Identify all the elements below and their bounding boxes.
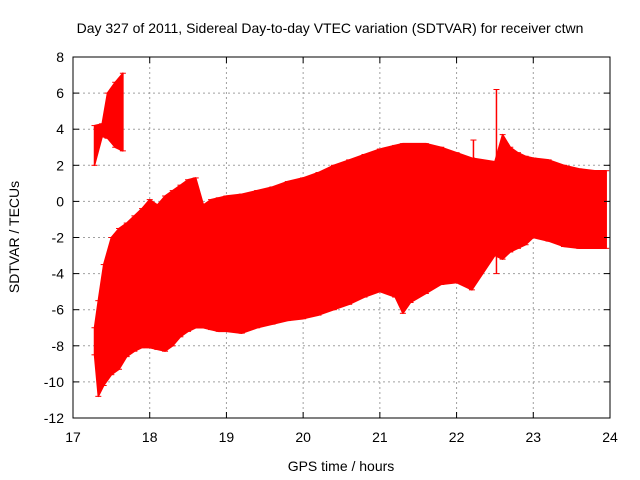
y-tick-labels: -12 -10 -8 -6 -4 -2 0 2 4 6 8 [44,49,64,426]
y-tick-label: -12 [44,410,64,426]
x-tick-label: 19 [219,429,235,445]
y-tick-label: -2 [52,230,65,246]
y-tick-label: 4 [56,121,64,137]
x-tick-label: 22 [449,429,465,445]
y-tick-label: 8 [56,49,64,65]
axis-ticks [72,56,611,419]
y-tick-label: 0 [56,193,64,209]
x-tick-label: 20 [295,429,311,445]
y-tick-label: -8 [52,338,65,354]
y-tick-label: 6 [56,85,64,101]
data-series [91,72,610,398]
x-tick-label: 18 [142,429,158,445]
x-tick-label: 17 [65,429,81,445]
x-tick-label: 24 [602,429,618,445]
x-tick-label: 23 [525,429,541,445]
y-tick-label: -6 [52,302,65,318]
x-tick-labels: 17 18 19 20 21 22 23 24 [65,429,618,445]
x-tick-label: 21 [372,429,388,445]
y-tick-label: -4 [52,266,65,282]
x-axis-label: GPS time / hours [288,458,395,474]
y-axis-label: SDTVAR / TECUs [6,181,22,293]
y-tick-label: -10 [44,374,64,390]
y-tick-label: 2 [56,157,64,173]
chart-title: Day 327 of 2011, Sidereal Day-to-day VTE… [77,20,584,36]
